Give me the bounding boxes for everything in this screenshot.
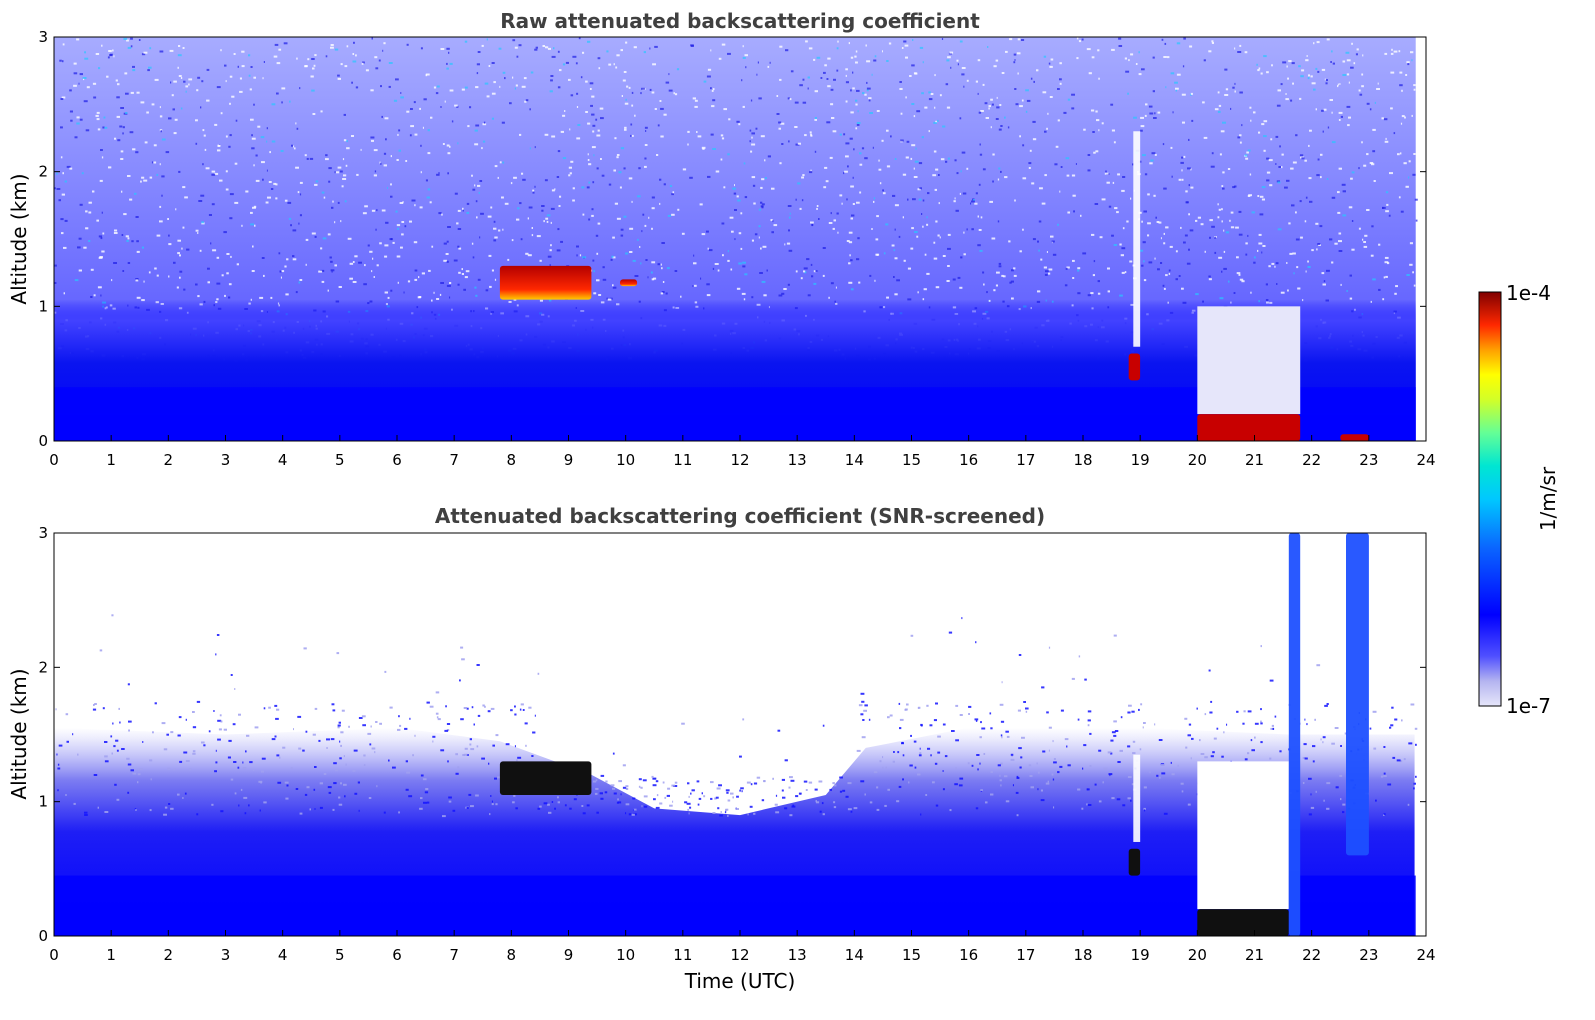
x-tick-label: 7 (449, 946, 459, 964)
colorbar-unit-label: 1/m/sr (1536, 466, 1560, 531)
x-tick-label: 11 (673, 946, 692, 964)
x-tick-label: 16 (959, 451, 978, 469)
feature-precipitation-fog (1197, 909, 1289, 936)
panel-raw-title: Raw attenuated backscattering coefficien… (500, 9, 980, 33)
panel-raw-heatmap (54, 37, 1418, 441)
x-tick-label: 13 (788, 451, 807, 469)
y-tick-label: 0 (38, 927, 48, 945)
x-tick-label: 17 (1016, 451, 1035, 469)
x-tick-label: 18 (1073, 946, 1092, 964)
x-tick-label: 19 (1131, 451, 1150, 469)
plume-column (1197, 761, 1289, 910)
panel-raw-x-axis: 0 1 2 3 4 5 6 7 8 9 10 11 12 13 14 15 16 17 18 19 20 21 22 23 24 (49, 435, 1436, 469)
x-tick-label: 7 (449, 451, 459, 469)
feature-vertical-plume (1346, 533, 1369, 856)
x-tick-label: 0 (49, 946, 59, 964)
x-tick-label: 4 (278, 946, 288, 964)
panel-screened-xlabel: Time (UTC) (684, 969, 796, 993)
x-tick-label: 20 (1188, 451, 1207, 469)
x-tick-label: 16 (959, 946, 978, 964)
x-tick-label: 2 (164, 946, 174, 964)
colorbar-min-label: 1e-7 (1506, 694, 1551, 718)
panel-raw: Raw attenuated backscattering coefficien… (7, 9, 1436, 469)
x-tick-label: 12 (730, 451, 749, 469)
x-tick-label: 21 (1245, 946, 1264, 964)
x-tick-label: 17 (1016, 946, 1035, 964)
x-tick-label: 3 (221, 946, 231, 964)
panel-screened-heatmap (54, 533, 1418, 936)
colorbar-gradient (1478, 291, 1502, 707)
plume-19utc (1133, 754, 1141, 842)
x-tick-label: 1 (106, 451, 116, 469)
x-tick-label: 4 (278, 451, 288, 469)
y-tick-label: 1 (38, 793, 48, 811)
x-tick-label: 0 (49, 451, 59, 469)
feature-cloud (499, 265, 592, 300)
x-tick-label: 13 (788, 946, 807, 964)
x-tick-label: 11 (673, 451, 692, 469)
feature-cloud (499, 761, 592, 795)
feature-low-cloud (1128, 848, 1141, 876)
panel-raw-y-axis: 0 1 2 3 (38, 28, 1426, 450)
colorbar: 1e-4 1e-7 1/m/sr (1478, 281, 1560, 718)
x-tick-label: 20 (1188, 946, 1207, 964)
feature-low-cloud (1340, 434, 1369, 441)
panel-screened-x-axis: 0 1 2 3 4 5 6 7 8 9 10 11 12 13 14 15 16 17 18 19 20 21 22 23 24 (49, 930, 1436, 964)
noise-speckle (54, 37, 1418, 362)
x-tick-label: 24 (1416, 946, 1435, 964)
feature-precipitation-fog (1197, 414, 1301, 441)
x-tick-label: 22 (1302, 451, 1321, 469)
x-tick-label: 10 (616, 946, 635, 964)
plume-19utc (1133, 131, 1141, 347)
colorbar-max-label: 1e-4 (1506, 281, 1551, 305)
x-tick-label: 3 (221, 451, 231, 469)
panel-screened-ylabel: Altitude (km) (7, 668, 31, 799)
feature-vertical-plume (1288, 533, 1301, 936)
feature-low-cloud (1128, 353, 1141, 381)
x-tick-label: 5 (335, 451, 345, 469)
x-tick-label: 6 (392, 451, 402, 469)
x-tick-label: 12 (730, 946, 749, 964)
x-tick-label: 9 (564, 451, 574, 469)
panel-screened-y-axis: 0 1 2 3 (38, 524, 1426, 945)
panel-screened-title: Attenuated backscattering coefficient (S… (435, 504, 1045, 528)
panel-raw-ylabel: Altitude (km) (7, 173, 31, 304)
x-tick-label: 15 (902, 451, 921, 469)
y-tick-label: 3 (38, 524, 48, 542)
y-tick-label: 0 (38, 432, 48, 450)
x-tick-label: 23 (1359, 946, 1378, 964)
y-tick-label: 1 (38, 297, 48, 315)
x-tick-label: 1 (106, 946, 116, 964)
x-tick-label: 18 (1073, 451, 1092, 469)
x-tick-label: 2 (164, 451, 174, 469)
feature-cloud-fragment (620, 279, 638, 287)
x-tick-label: 5 (335, 946, 345, 964)
y-tick-label: 3 (38, 28, 48, 46)
x-tick-label: 10 (616, 451, 635, 469)
x-tick-label: 9 (564, 946, 574, 964)
y-tick-label: 2 (38, 658, 48, 676)
plume-column (1197, 306, 1301, 415)
x-tick-label: 8 (507, 946, 517, 964)
x-tick-label: 23 (1359, 451, 1378, 469)
x-tick-label: 21 (1245, 451, 1264, 469)
x-tick-label: 15 (902, 946, 921, 964)
x-tick-label: 19 (1131, 946, 1150, 964)
x-tick-label: 24 (1416, 451, 1435, 469)
x-tick-label: 8 (507, 451, 517, 469)
x-tick-label: 22 (1302, 946, 1321, 964)
x-tick-label: 14 (845, 946, 864, 964)
x-tick-label: 6 (392, 946, 402, 964)
y-tick-label: 2 (38, 163, 48, 181)
x-tick-label: 14 (845, 451, 864, 469)
panel-screened: Attenuated backscattering coefficient (S… (7, 504, 1436, 993)
